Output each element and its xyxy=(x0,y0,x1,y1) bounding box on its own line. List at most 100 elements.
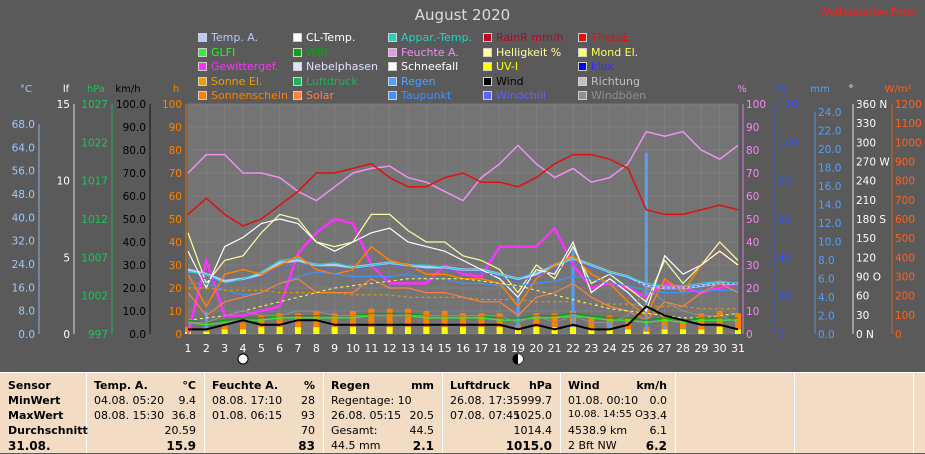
axis-tick-label: 50.0 xyxy=(123,214,146,226)
stats-cell-label: 44.5 mm xyxy=(331,439,381,452)
stats-cell-label: 26.08. 05:15 xyxy=(331,409,402,422)
stats-row-label: 31.08. xyxy=(8,439,51,453)
legend-item: Appar.-Temp. xyxy=(388,32,472,44)
x-tick-label: 3 xyxy=(221,342,228,355)
legend-label: Sonnenschein xyxy=(211,89,288,102)
axis-tick-label: 24.0 xyxy=(818,107,841,119)
series-line xyxy=(188,287,739,324)
axis-tick-label: 60.0 xyxy=(123,191,146,203)
legend-swatch xyxy=(388,91,397,100)
bar-uvi xyxy=(368,327,375,334)
bar-uvi xyxy=(643,331,650,334)
legend-swatch xyxy=(483,91,492,100)
axis-tick-label: 24.0 xyxy=(12,259,35,271)
bar-sonnenschein xyxy=(276,313,283,334)
legend-label: WBI xyxy=(306,45,328,59)
axis-tick-label: 12.0 xyxy=(818,218,841,230)
axis-tick-label: 0 xyxy=(778,329,785,341)
moon-phases xyxy=(237,353,524,365)
legend-item: Windböen xyxy=(578,90,646,102)
axis-tick-label: 8.0 xyxy=(818,255,835,267)
axis-tick-label: 60 xyxy=(778,214,791,226)
x-tick-label: 5 xyxy=(258,342,265,355)
axis-tick-label: 300 xyxy=(895,272,915,284)
legend-item: Richtung xyxy=(578,74,640,88)
legend-item: Regen xyxy=(388,75,436,88)
legend-swatch xyxy=(483,62,492,71)
axis-tick-label: 60 xyxy=(169,191,182,203)
bar-sonnenschein xyxy=(368,308,375,334)
legend-label: Mond El. xyxy=(591,45,639,59)
stats-unit: °C xyxy=(182,379,196,392)
legend-item: Gewittergef. xyxy=(198,61,278,73)
axis-tick-label: 56.0 xyxy=(12,166,35,178)
axis-tick-label: 15 xyxy=(57,99,70,111)
axis-tick-label: 90 xyxy=(746,122,759,134)
legend-swatch xyxy=(293,76,302,86)
bar-uvi xyxy=(551,327,558,334)
legend-label: Gewittergef. xyxy=(211,60,279,73)
axis-unit-h: h xyxy=(173,84,179,95)
legend-swatch xyxy=(388,33,397,42)
bar-regen xyxy=(644,152,648,334)
axis-tick-label: 400 xyxy=(895,252,915,264)
axis-tick-label: 300 xyxy=(856,137,876,149)
bar-sonnenschein xyxy=(496,313,503,334)
series-line xyxy=(187,245,739,317)
x-tick-label: 1 xyxy=(185,342,192,355)
stats-cell-value: 999.7 xyxy=(520,394,553,407)
stats-cell-label: 04.08. 05:20 xyxy=(94,394,165,407)
x-tick-label: 30 xyxy=(713,342,727,355)
axis-tick-label: 32.0 xyxy=(12,236,35,248)
stats-row-label: MinWert xyxy=(8,394,61,407)
legend-swatch xyxy=(483,47,492,57)
bar-sonnenschein xyxy=(386,308,393,334)
x-tick-labels: 1 2 3 4 5 6 7 8 9 10 11 12 13 14 15 16 17 18 19 20 21 22 23 24 2… xyxy=(185,342,746,355)
x-tick-label: 29 xyxy=(694,342,708,355)
series-lines xyxy=(186,130,739,335)
legend-swatch xyxy=(293,91,302,100)
legend-label: Richtung xyxy=(591,74,640,88)
axis-tick-label: 20 xyxy=(169,283,182,295)
axis-tick-label: 5 xyxy=(63,252,70,264)
bar-uvi xyxy=(258,327,265,334)
series-line xyxy=(187,257,739,287)
stats-header: Luftdruck xyxy=(450,379,510,392)
series-line xyxy=(187,213,739,303)
stats-cell-label: 4538.9 km xyxy=(568,424,628,437)
axis-tick-label: 4.0 xyxy=(818,292,835,304)
legend-label: Taupunkt xyxy=(401,89,452,102)
axis-tick-label: 360 N xyxy=(856,99,887,111)
stats-cell-value: 36.8 xyxy=(171,409,197,422)
legend-swatch xyxy=(483,33,492,42)
chart-title: August 2020 xyxy=(414,6,511,24)
stats-cell-value: 83 xyxy=(298,439,315,453)
x-tick-label: 12 xyxy=(383,342,397,355)
legend-swatch xyxy=(198,76,207,86)
stats-panel: Sensor MinWert MaxWert Durchschnitt 31.0… xyxy=(0,372,925,453)
axis-tick-label: 50 xyxy=(746,214,759,226)
stats-cell-value: 2.1 xyxy=(412,439,434,453)
legend-label: GLFI xyxy=(211,45,236,59)
stats-row-label: Durchschnitt xyxy=(8,424,88,437)
axis-tick-label: 100.0 xyxy=(116,99,146,111)
bar-uvi xyxy=(716,327,723,334)
legend-item: Taupunkt xyxy=(388,90,451,102)
bar-uvi xyxy=(331,327,338,334)
x-tick-label: 14 xyxy=(419,342,433,355)
axis-tick-label: 40 xyxy=(778,252,791,264)
axis-tick-label: 270 W xyxy=(856,157,890,169)
axis-tick-label: 0.0 xyxy=(818,329,835,341)
stats-cell-label: 26.08. 17:35 xyxy=(450,394,521,407)
stats-cell-value: 1015.0 xyxy=(505,439,552,453)
watermark-text: Wetterstation Peter xyxy=(819,7,917,18)
bar-uvi xyxy=(313,327,320,334)
bar-sonnenschein xyxy=(295,313,301,334)
bar-sonnenschein xyxy=(350,311,356,334)
axis-tick-label: 1200 xyxy=(895,99,922,111)
bar-sonnenschein xyxy=(680,320,686,334)
axis-tick-label: 16.0 xyxy=(12,282,35,294)
axis-tick-label: 100 xyxy=(895,310,915,322)
axis-tick-label: 1027 xyxy=(81,99,108,111)
axis-tick-label: 30 xyxy=(746,260,759,272)
